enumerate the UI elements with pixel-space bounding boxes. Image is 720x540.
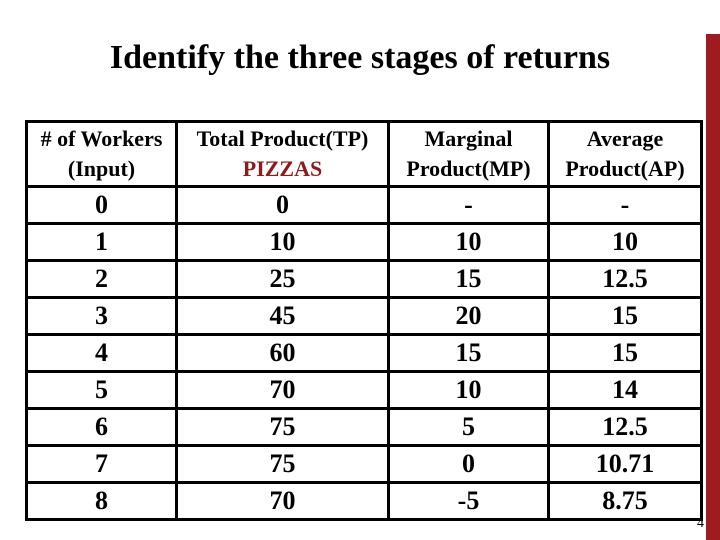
column-header-workers: # of Workers (Input) xyxy=(25,120,178,188)
table-cell: 60 xyxy=(175,333,390,373)
table-cell: 3 xyxy=(25,296,178,336)
table-row: 0 0 - - xyxy=(25,185,703,225)
table-cell: 12.5 xyxy=(547,407,703,447)
table-cell: 8.75 xyxy=(547,481,703,521)
table-row: 5 70 10 14 xyxy=(25,370,703,410)
header-total-product-line1: Total Product(TP) xyxy=(196,126,369,151)
table-cell: - xyxy=(387,185,550,225)
table-cell: 12.5 xyxy=(547,259,703,299)
table-cell: 70 xyxy=(175,481,390,521)
table-cell: 10 xyxy=(387,370,550,410)
table-row: 2 25 15 12.5 xyxy=(25,259,703,299)
table-cell: 1 xyxy=(25,222,178,262)
table-cell: 2 xyxy=(25,259,178,299)
header-marginal-line1: Marginal xyxy=(424,126,513,151)
table-cell: 0 xyxy=(387,444,550,484)
table-cell: 10.71 xyxy=(547,444,703,484)
table-cell: 15 xyxy=(387,259,550,299)
table-header: # of Workers (Input) Total Product(TP) P… xyxy=(25,120,703,188)
table-body: 0 0 - - 1 10 10 10 2 25 15 12.5 3 45 20 xyxy=(25,185,703,521)
table-cell: 5 xyxy=(387,407,550,447)
table-row: 3 45 20 15 xyxy=(25,296,703,336)
column-header-total-product: Total Product(TP) PIZZAS xyxy=(175,120,390,188)
header-total-product-line2-pizzas: PIZZAS xyxy=(242,156,323,181)
table-cell: 70 xyxy=(175,370,390,410)
header-workers-line1: # of Workers xyxy=(40,126,163,151)
table-cell: 15 xyxy=(387,333,550,373)
table-row: 6 75 5 12.5 xyxy=(25,407,703,447)
table-cell: 10 xyxy=(547,222,703,262)
table-cell: 20 xyxy=(387,296,550,336)
table-cell: 10 xyxy=(387,222,550,262)
slide-title: Identify the three stages of returns xyxy=(109,39,611,76)
column-header-average-product: Average Product(AP) xyxy=(547,120,703,188)
header-row: # of Workers (Input) Total Product(TP) P… xyxy=(25,120,703,188)
table-cell: 4 xyxy=(25,333,178,373)
table-cell: 45 xyxy=(175,296,390,336)
table-cell: 5 xyxy=(25,370,178,410)
table-row: 1 10 10 10 xyxy=(25,222,703,262)
header-average-line1: Average xyxy=(586,126,664,151)
header-marginal-line2: Product(MP) xyxy=(406,156,531,181)
header-workers-line2: (Input) xyxy=(67,156,136,181)
table-cell: 15 xyxy=(547,296,703,336)
returns-table: # of Workers (Input) Total Product(TP) P… xyxy=(25,120,703,521)
table-cell: 14 xyxy=(547,370,703,410)
table-row: 4 60 15 15 xyxy=(25,333,703,373)
table-cell: 15 xyxy=(547,333,703,373)
table-cell: 10 xyxy=(175,222,390,262)
table-cell: -5 xyxy=(387,481,550,521)
table-cell: 6 xyxy=(25,407,178,447)
table-cell: 0 xyxy=(25,185,178,225)
table-row: 8 70 -5 8.75 xyxy=(25,481,703,521)
table-cell: 8 xyxy=(25,481,178,521)
page-number-label: 4 xyxy=(697,516,704,531)
table-cell: - xyxy=(547,185,703,225)
table-cell: 75 xyxy=(175,407,390,447)
column-header-marginal-product: Marginal Product(MP) xyxy=(387,120,550,188)
table-cell: 0 xyxy=(175,185,390,225)
right-accent-bar xyxy=(706,34,720,540)
header-average-line2: Product(AP) xyxy=(565,156,685,181)
table-cell: 75 xyxy=(175,444,390,484)
table-cell: 25 xyxy=(175,259,390,299)
table-cell: 7 xyxy=(25,444,178,484)
table-row: 7 75 0 10.71 xyxy=(25,444,703,484)
